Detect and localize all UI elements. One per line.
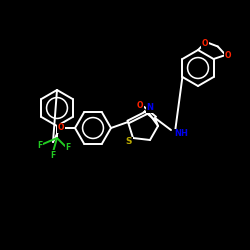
Text: O: O <box>58 124 64 132</box>
Text: O: O <box>202 38 208 48</box>
Text: O: O <box>137 102 143 110</box>
Text: S: S <box>126 138 132 146</box>
Text: F: F <box>66 142 71 152</box>
Text: N: N <box>146 104 154 112</box>
Text: O: O <box>224 50 231 59</box>
Text: F: F <box>38 140 43 149</box>
Text: NH: NH <box>174 130 188 138</box>
Text: F: F <box>50 150 56 160</box>
